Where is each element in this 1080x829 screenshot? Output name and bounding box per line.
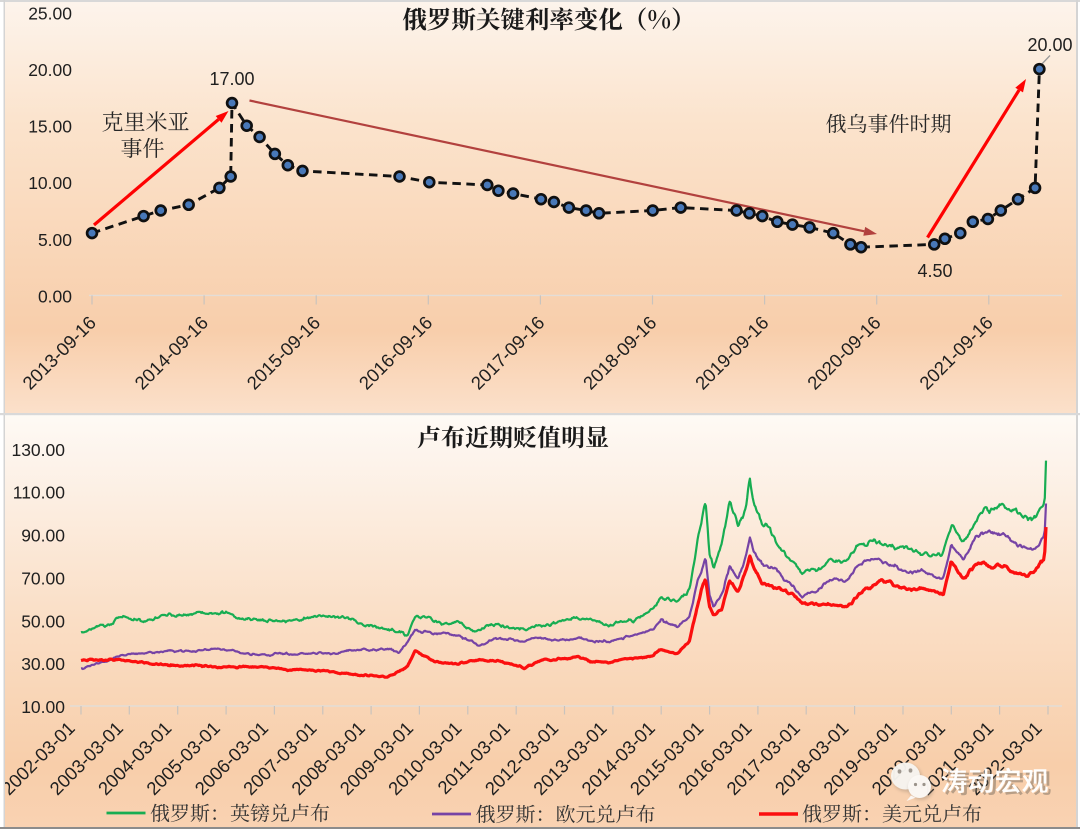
svg-text:50.00: 50.00 (21, 611, 65, 631)
svg-text:30.00: 30.00 (21, 654, 65, 674)
svg-text:15.00: 15.00 (28, 117, 72, 137)
svg-text:20.00: 20.00 (1027, 35, 1072, 55)
svg-text:130.00: 130.00 (11, 440, 65, 460)
svg-text:110.00: 110.00 (13, 483, 65, 503)
svg-text:10.00: 10.00 (21, 697, 65, 717)
svg-text:5.00: 5.00 (38, 230, 72, 250)
svg-text:20.00: 20.00 (28, 60, 72, 80)
svg-text:25.00: 25.00 (28, 4, 72, 24)
svg-text:17.00: 17.00 (209, 69, 254, 89)
svg-text:4.50: 4.50 (917, 261, 952, 281)
svg-text:90.00: 90.00 (21, 526, 65, 546)
svg-text:10.00: 10.00 (28, 173, 72, 193)
svg-text:0.00: 0.00 (38, 286, 72, 306)
svg-text:70.00: 70.00 (21, 568, 65, 588)
